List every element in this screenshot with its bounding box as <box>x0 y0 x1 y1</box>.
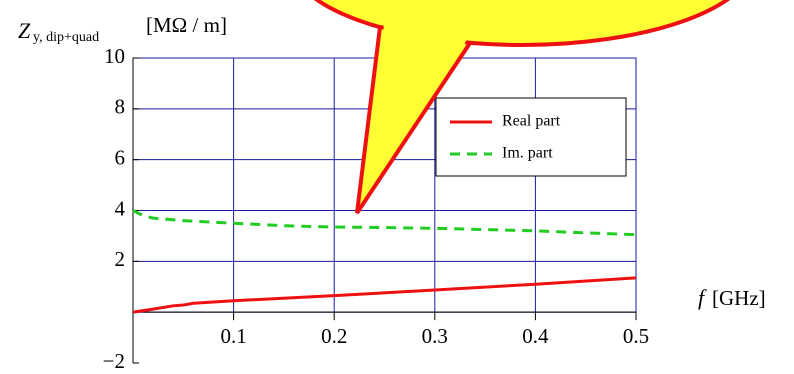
legend-box <box>436 98 626 176</box>
y-tick-label: 10 <box>104 44 125 68</box>
y-label: Z <box>18 18 31 43</box>
y-tick-label: 4 <box>115 196 126 220</box>
y-tick-label: 2 <box>115 247 126 271</box>
y-label-unit: [MΩ / m] <box>146 13 227 37</box>
series-line <box>133 278 636 312</box>
legend-label: Im. part <box>502 145 553 162</box>
x-label: f <box>698 285 707 310</box>
y-tick-label: 8 <box>115 95 126 119</box>
x-tick-label: 0.1 <box>220 324 246 348</box>
x-tick-label: 0.4 <box>522 324 549 348</box>
legend-label: Real part <box>502 113 561 130</box>
x-tick-label: 0.5 <box>623 324 649 348</box>
y-label-sub: y, dip+quad <box>33 30 99 45</box>
x-tick-label: 0.3 <box>422 324 448 348</box>
chart: Z y, dip+quad [MΩ / m] f [GHz] −2 2 4 6 8 10 0… <box>0 0 794 374</box>
x-tick-label: 0.2 <box>321 324 347 348</box>
callout-bubble <box>290 0 754 45</box>
y-tick-label: −2 <box>103 349 125 373</box>
series-line <box>133 211 636 235</box>
x-label-unit: [GHz] <box>712 286 766 310</box>
y-tick-label: 6 <box>115 145 126 169</box>
